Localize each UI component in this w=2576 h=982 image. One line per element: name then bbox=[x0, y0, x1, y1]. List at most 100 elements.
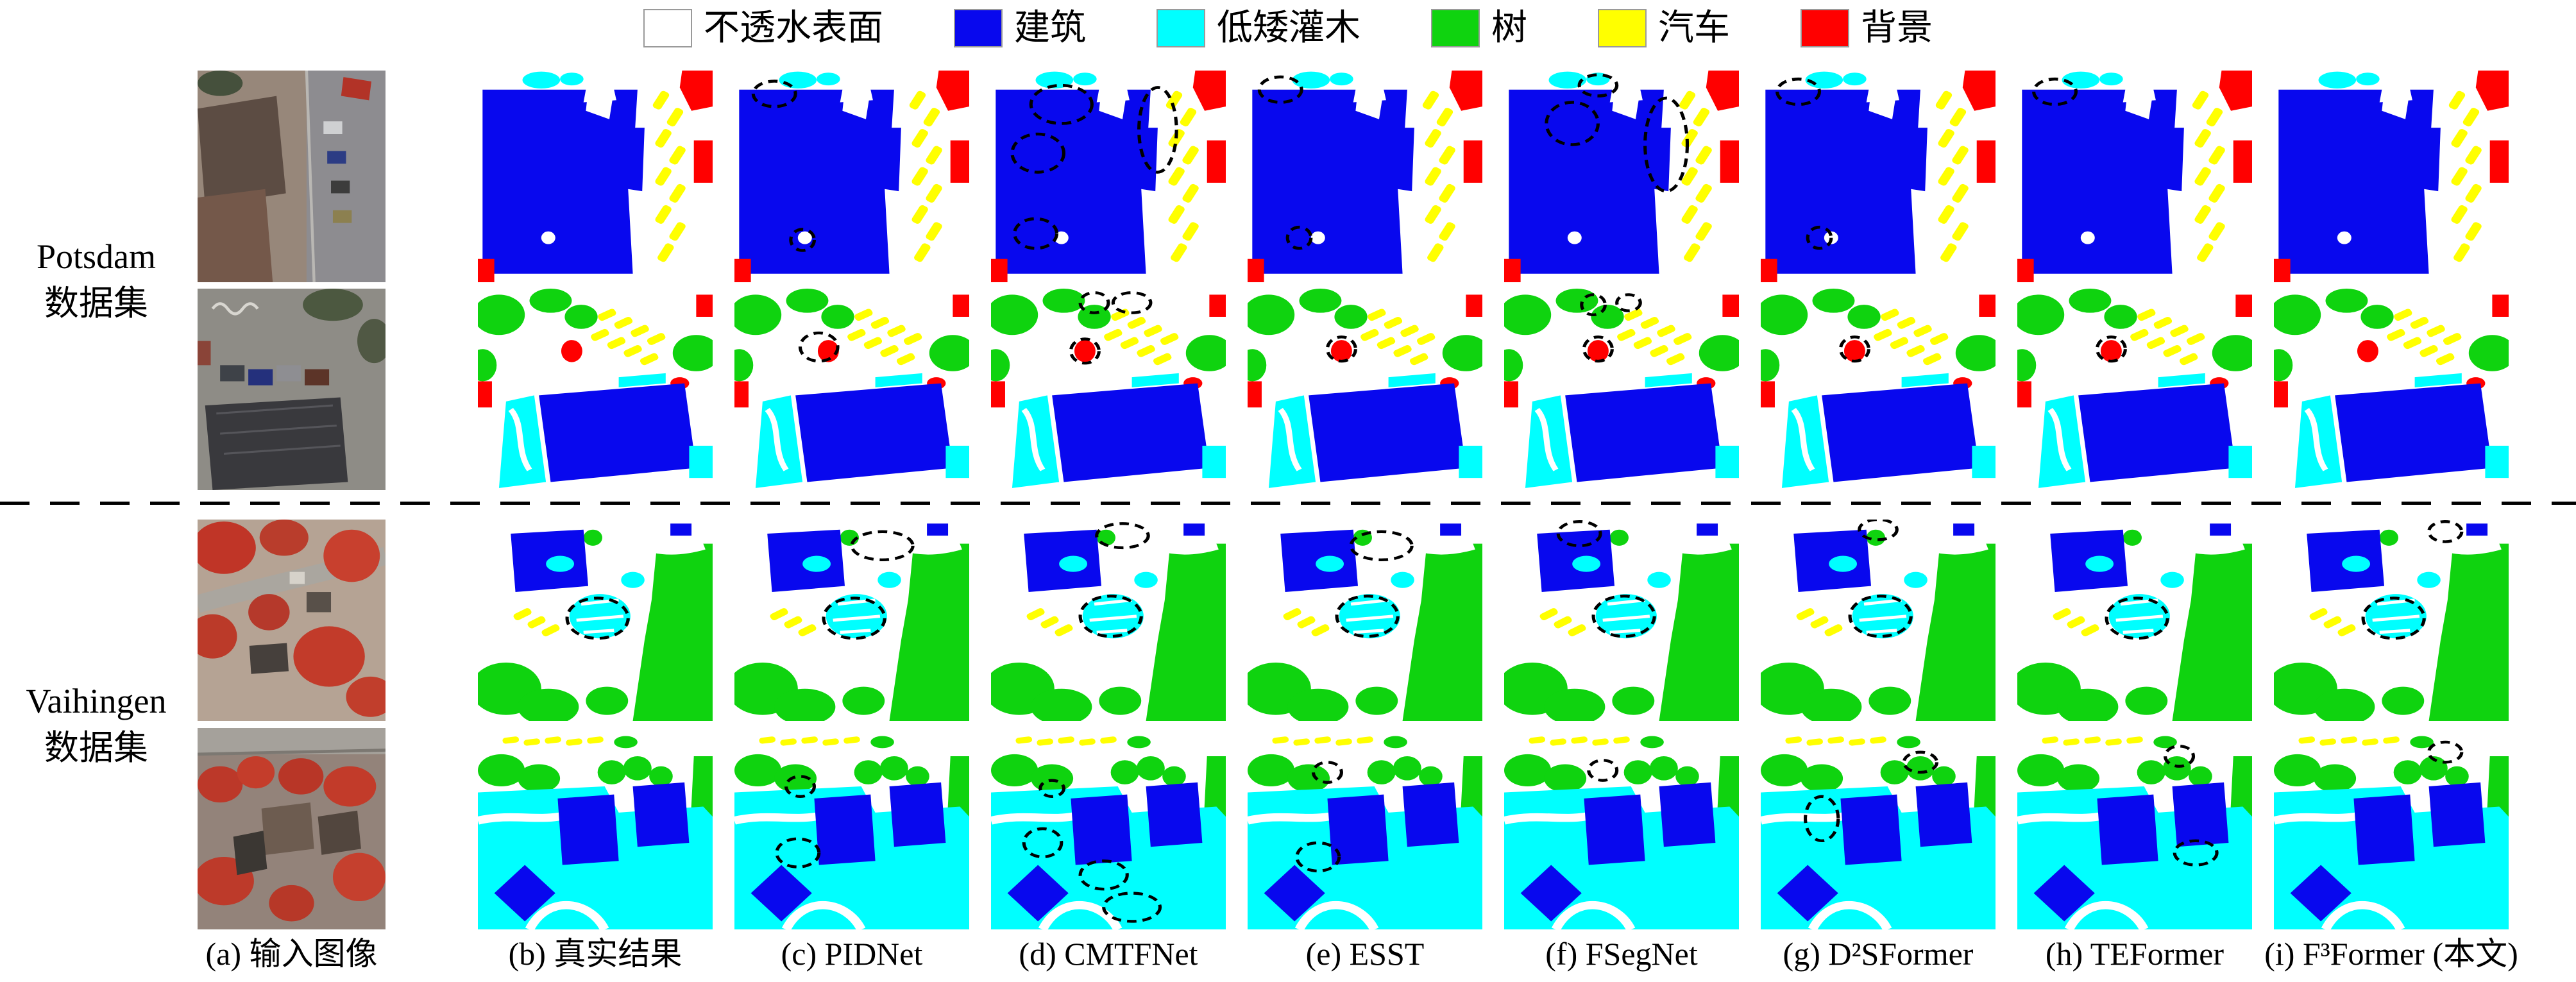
vaihingen-row-1-col-a-input-image bbox=[198, 520, 386, 721]
caption-column-e: (e) ESST bbox=[1305, 936, 1425, 972]
segmentation-map bbox=[478, 289, 713, 490]
caption-column-d: (d) CMTFNet bbox=[1019, 936, 1198, 972]
vaihingen-row-2-col-f-segmentation-image bbox=[1504, 728, 1739, 929]
segmentation-map bbox=[734, 71, 969, 282]
potsdam-row-2-col-b-segmentation-image bbox=[478, 289, 713, 490]
segmentation-map bbox=[991, 520, 1226, 721]
vaihingen-row-2-col-h-segmentation-image bbox=[2017, 728, 2252, 929]
segmentation-map bbox=[2274, 71, 2509, 282]
vaihingen-row-1-col-c-segmentation-image bbox=[734, 520, 969, 721]
vaihingen-row-1-col-b-segmentation-image bbox=[478, 520, 713, 721]
segmentation-map bbox=[1248, 71, 1482, 282]
legend: 不透水表面 建筑 低矮灌木 树 汽车 背景 bbox=[643, 9, 1933, 47]
segmentation-map bbox=[1248, 728, 1482, 929]
segmentation-map bbox=[1504, 289, 1739, 490]
dataset-label-line: Potsdam bbox=[36, 237, 157, 276]
segmentation-map bbox=[1504, 728, 1739, 929]
caption-column-g: (g) D²SFormer bbox=[1783, 936, 1974, 972]
legend-label-low-shrub: 低矮灌木 bbox=[1217, 8, 1360, 48]
dataset-label-potsdam: Potsdam 数据集 bbox=[0, 229, 192, 332]
caption-column-h: (h) TEFormer bbox=[2045, 936, 2224, 972]
legend-item-building: 建筑 bbox=[954, 9, 1086, 47]
segmentation-map bbox=[2274, 728, 2509, 929]
potsdam-row-1-col-b-segmentation-image bbox=[478, 71, 713, 282]
vaihingen-row-2-col-a-input-image bbox=[198, 728, 386, 929]
potsdam-row-1-col-i-segmentation-image bbox=[2274, 71, 2509, 282]
segmentation-map bbox=[1761, 520, 1996, 721]
aerial-photo bbox=[198, 520, 386, 721]
segmentation-map bbox=[734, 520, 969, 721]
potsdam-row-1-col-c-segmentation-image bbox=[734, 71, 969, 282]
legend-swatch-building bbox=[954, 9, 1003, 47]
legend-label-impervious-surface: 不透水表面 bbox=[704, 8, 883, 48]
aerial-photo bbox=[198, 71, 386, 282]
segmentation-map bbox=[2017, 289, 2252, 490]
segmentation-map bbox=[734, 728, 969, 929]
potsdam-row-2-col-g-segmentation-image bbox=[1761, 289, 1996, 490]
legend-swatch-tree bbox=[1431, 9, 1480, 47]
caption-column-b: (b) 真实结果 bbox=[508, 936, 682, 972]
vaihingen-row-1-col-f-segmentation-image bbox=[1504, 520, 1739, 721]
potsdam-row-2-col-f-segmentation-image bbox=[1504, 289, 1739, 490]
legend-item-background: 背景 bbox=[1801, 9, 1933, 47]
vaihingen-row-2-col-d-segmentation-image bbox=[991, 728, 1226, 929]
legend-item-impervious-surface: 不透水表面 bbox=[643, 9, 883, 47]
segmentation-map bbox=[1761, 728, 1996, 929]
potsdam-row-1-col-f-segmentation-image bbox=[1504, 71, 1739, 282]
vaihingen-row-2-col-g-segmentation-image bbox=[1761, 728, 1996, 929]
potsdam-row-2-col-e-segmentation-image bbox=[1248, 289, 1482, 490]
legend-swatch-background bbox=[1801, 9, 1849, 47]
legend-label-building: 建筑 bbox=[1014, 8, 1086, 48]
caption-column-c: (c) PIDNet bbox=[781, 936, 923, 972]
aerial-photo bbox=[198, 728, 386, 929]
vaihingen-row-1-col-e-segmentation-image bbox=[1248, 520, 1482, 721]
segmentation-map bbox=[478, 728, 713, 929]
legend-label-tree: 树 bbox=[1491, 8, 1527, 48]
potsdam-row-1-col-a-input-image bbox=[198, 71, 386, 282]
segmentation-map bbox=[991, 71, 1226, 282]
segmentation-map bbox=[478, 71, 713, 282]
legend-swatch-impervious-surface bbox=[643, 9, 692, 47]
potsdam-row-2-col-h-segmentation-image bbox=[2017, 289, 2252, 490]
segmentation-map bbox=[991, 728, 1226, 929]
legend-item-tree: 树 bbox=[1431, 9, 1527, 47]
segmentation-map bbox=[734, 289, 969, 490]
vaihingen-row-2-col-b-segmentation-image bbox=[478, 728, 713, 929]
legend-label-car: 汽车 bbox=[1658, 8, 1730, 48]
vaihingen-row-1-col-d-segmentation-image bbox=[991, 520, 1226, 721]
vaihingen-row-1-col-i-segmentation-image bbox=[2274, 520, 2509, 721]
caption-column-f: (f) FSegNet bbox=[1545, 936, 1698, 972]
potsdam-row-2-col-c-segmentation-image bbox=[734, 289, 969, 490]
vaihingen-row-2-col-c-segmentation-image bbox=[734, 728, 969, 929]
caption-column-i: (i) F³Former (本文) bbox=[2264, 936, 2518, 972]
segmentation-map bbox=[2274, 289, 2509, 490]
legend-item-car: 汽车 bbox=[1598, 9, 1730, 47]
segmentation-map bbox=[2017, 520, 2252, 721]
potsdam-row-2-col-d-segmentation-image bbox=[991, 289, 1226, 490]
caption-column-a: (a) 输入图像 bbox=[205, 936, 378, 972]
dataset-separator bbox=[0, 502, 2576, 505]
segmentation-map bbox=[991, 289, 1226, 490]
segmentation-map bbox=[2017, 728, 2252, 929]
vaihingen-row-2-col-e-segmentation-image bbox=[1248, 728, 1482, 929]
segmentation-map bbox=[1761, 289, 1996, 490]
dataset-label-line: 数据集 bbox=[44, 728, 148, 767]
vaihingen-row-2-col-i-segmentation-image bbox=[2274, 728, 2509, 929]
dataset-label-vaihingen: Vaihingen 数据集 bbox=[0, 673, 192, 776]
potsdam-row-1-col-g-segmentation-image bbox=[1761, 71, 1996, 282]
legend-swatch-low-shrub bbox=[1157, 9, 1205, 47]
segmentation-map bbox=[1504, 71, 1739, 282]
segmentation-map bbox=[2274, 520, 2509, 721]
dataset-label-line: Vaihingen bbox=[26, 681, 167, 720]
potsdam-row-1-col-h-segmentation-image bbox=[2017, 71, 2252, 282]
aerial-photo bbox=[198, 289, 386, 490]
potsdam-row-1-col-e-segmentation-image bbox=[1248, 71, 1482, 282]
segmentation-map bbox=[1248, 289, 1482, 490]
segmentation-map bbox=[478, 520, 713, 721]
legend-swatch-car bbox=[1598, 9, 1647, 47]
segmentation-map bbox=[1761, 71, 1996, 282]
potsdam-row-2-col-i-segmentation-image bbox=[2274, 289, 2509, 490]
segmentation-map bbox=[1248, 520, 1482, 721]
vaihingen-row-1-col-h-segmentation-image bbox=[2017, 520, 2252, 721]
